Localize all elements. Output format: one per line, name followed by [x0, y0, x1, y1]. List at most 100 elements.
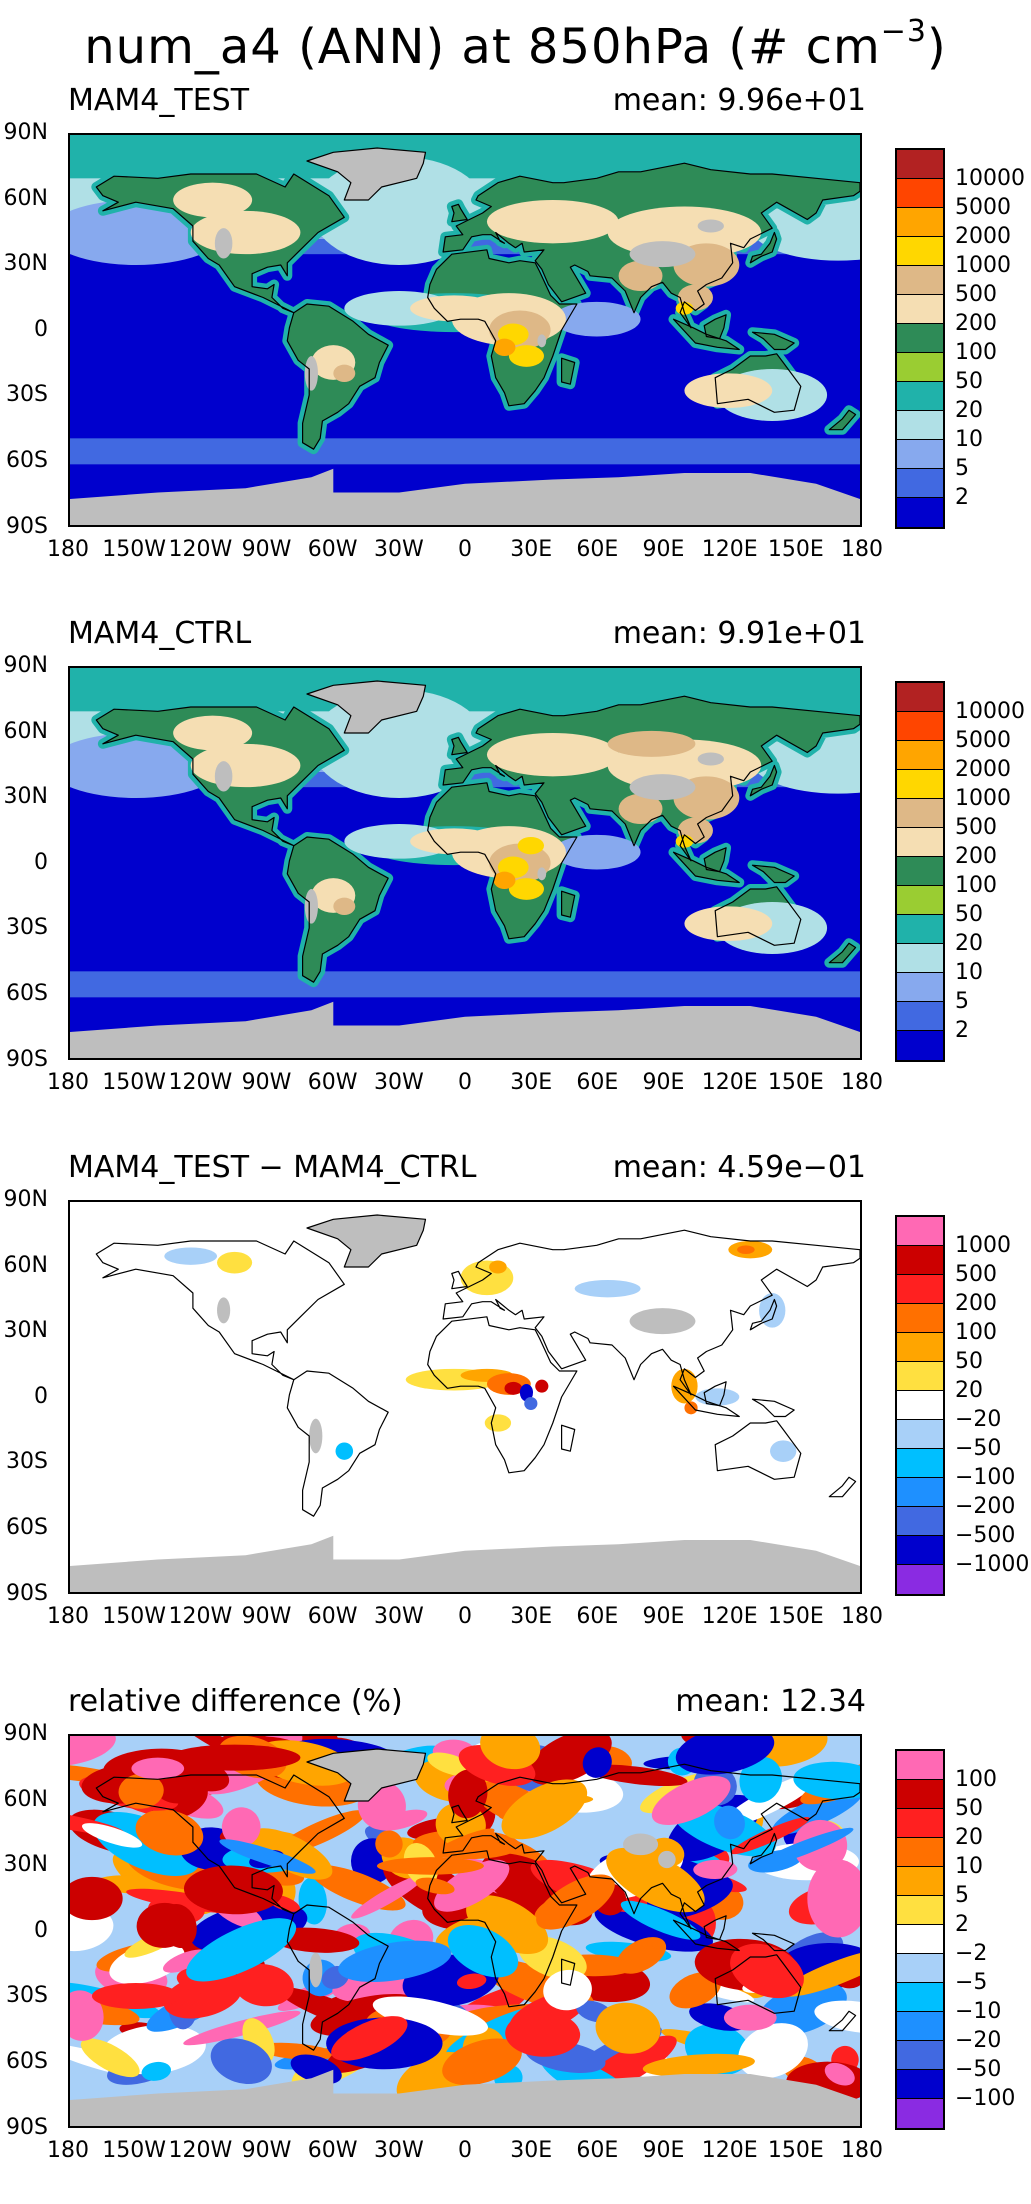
colorbar-level-label: −20 [955, 1407, 1002, 1432]
colorbar-swatch [897, 1780, 943, 1809]
lat-tick-label: 90S [6, 2114, 48, 2140]
colorbar-level-label: −200 [955, 1494, 1016, 1519]
colorbar-swatch [897, 469, 943, 498]
colorbar-swatch [897, 1304, 943, 1333]
panel-title: MAM4_TEST − MAM4_CTRL [68, 1150, 477, 1185]
colorbar-swatch [897, 353, 943, 382]
lon-tick-label: 30W [373, 1070, 424, 1095]
lon-tick-label: 60W [307, 2138, 358, 2163]
lon-tick-label: 180 [47, 1604, 89, 1629]
colorbar-swatch [897, 179, 943, 208]
panel-mean: mean: 12.34 [675, 1684, 866, 1719]
lon-tick-label: 60W [307, 1604, 358, 1629]
lon-tick-label: 120W [168, 1070, 233, 1095]
lat-tick-label: 0 [34, 316, 48, 342]
colorbar-level-label: 1000 [955, 1233, 1011, 1258]
colorbar-swatch [897, 2012, 943, 2041]
lon-tick-label: 60E [576, 1070, 619, 1095]
lon-tick-label: 30E [510, 537, 553, 562]
colorbar-level-label: −5 [955, 1970, 988, 1995]
lat-tick-label: 30N [3, 784, 48, 810]
colorbar-swatch [897, 1507, 943, 1536]
lon-tick-label: 120W [168, 1604, 233, 1629]
lat-tick-label: 30S [6, 1983, 48, 2009]
colorbar-level-label: −10 [955, 1999, 1002, 2024]
colorbar-swatch [897, 1954, 943, 1983]
lat-tick-label: 60S [6, 2049, 48, 2074]
colorbar-swatch [897, 1217, 943, 1246]
colorbar-swatch [897, 295, 943, 324]
colorbar-level-label: 50 [955, 1796, 983, 1821]
colorbar-level-label: 20 [955, 1378, 983, 1403]
colorbar-swatch [897, 208, 943, 237]
lat-tick-label: 60N [3, 1252, 48, 1278]
panel-title: relative difference (%) [68, 1684, 403, 1719]
colorbar-level-label: 10000 [955, 699, 1025, 724]
colorbar-swatch [897, 1333, 943, 1362]
colorbar-swatch [897, 382, 943, 411]
colorbar-swatch [897, 1420, 943, 1449]
lon-tick-label: 60E [576, 2138, 619, 2163]
colorbar-level-label: 200 [955, 1291, 997, 1316]
colorbar-swatch [897, 2070, 943, 2099]
lon-tick-label: 30E [510, 1070, 553, 1095]
colorbar-swatch [897, 799, 943, 828]
lon-tick-label: 0 [458, 1070, 472, 1095]
colorbar-swatch [897, 498, 943, 527]
colorbar-level-label: 100 [955, 1320, 997, 1345]
map-field [70, 668, 860, 1058]
lat-tick-label: 60S [6, 1515, 48, 1540]
colorbar-swatch [897, 828, 943, 857]
lat-tick-label: 0 [34, 1383, 48, 1409]
lon-tick-label: 60W [307, 537, 358, 562]
lon-tick-label: 120E [701, 537, 758, 562]
lat-tick-label: 60N [3, 1786, 48, 1812]
colorbar-level-label: −1000 [955, 1552, 1030, 1577]
lon-tick-label: 150W [102, 2138, 167, 2163]
colorbar-swatch [897, 1031, 943, 1060]
colorbar-swatch [897, 1478, 943, 1507]
colorbar-level-label: −100 [955, 1465, 1016, 1490]
lat-tick-label: 30S [6, 915, 48, 941]
colorbar-swatch [897, 440, 943, 469]
lon-tick-label: 150W [102, 537, 167, 562]
lon-tick-label: 0 [458, 1604, 472, 1629]
lon-tick-label: 180 [47, 2138, 89, 2163]
map-panel-3: MAM4_TEST − MAM4_CTRL mean: 4.59e−01 90N 60… [0, 1150, 1031, 1670]
colorbar-level-label: 2000 [955, 757, 1011, 782]
lat-tick-label: 30S [6, 1449, 48, 1475]
colorbar-level-label: 5000 [955, 195, 1011, 220]
lon-tick-label: 90E [642, 1604, 685, 1629]
colorbar-swatch [897, 266, 943, 295]
lon-tick-label: 120W [168, 537, 233, 562]
lat-tick-label: 90N [3, 1721, 48, 1746]
map-plot [68, 1200, 862, 1594]
lon-tick-label: 120W [168, 2138, 233, 2163]
lon-tick-label: 180 [841, 1070, 883, 1095]
lat-tick-label: 90N [3, 1187, 48, 1212]
lat-tick-label: 90N [3, 653, 48, 678]
colorbar-level-label: 10 [955, 1854, 983, 1879]
lon-tick-label: 180 [841, 537, 883, 562]
colorbar-level-label: −50 [955, 2057, 1002, 2082]
colorbar-level-label: 1000 [955, 786, 1011, 811]
map-plot [68, 666, 862, 1060]
colorbar-swatch [897, 1246, 943, 1275]
lon-tick-label: 120E [701, 2138, 758, 2163]
colorbar-level-label: −2 [955, 1941, 988, 1966]
colorbar-swatch [897, 770, 943, 799]
lat-tick-label: 90N [3, 120, 48, 145]
colorbar-swatch [897, 411, 943, 440]
colorbar-swatch [897, 2041, 943, 2070]
figure-title: num_a4 (ANN) at 850hPa (# cm−3) [84, 14, 947, 75]
colorbar-level-label: 200 [955, 844, 997, 869]
colorbar-swatch [897, 683, 943, 712]
lon-tick-label: 150E [767, 537, 824, 562]
colorbar-level-label: −20 [955, 2028, 1002, 2053]
colorbar-swatch [897, 2099, 943, 2128]
colorbar-swatch [897, 1565, 943, 1594]
lat-tick-label: 60S [6, 981, 48, 1006]
colorbar-swatch [897, 1362, 943, 1391]
colorbar-level-label: 500 [955, 282, 997, 307]
lon-tick-label: 60E [576, 537, 619, 562]
